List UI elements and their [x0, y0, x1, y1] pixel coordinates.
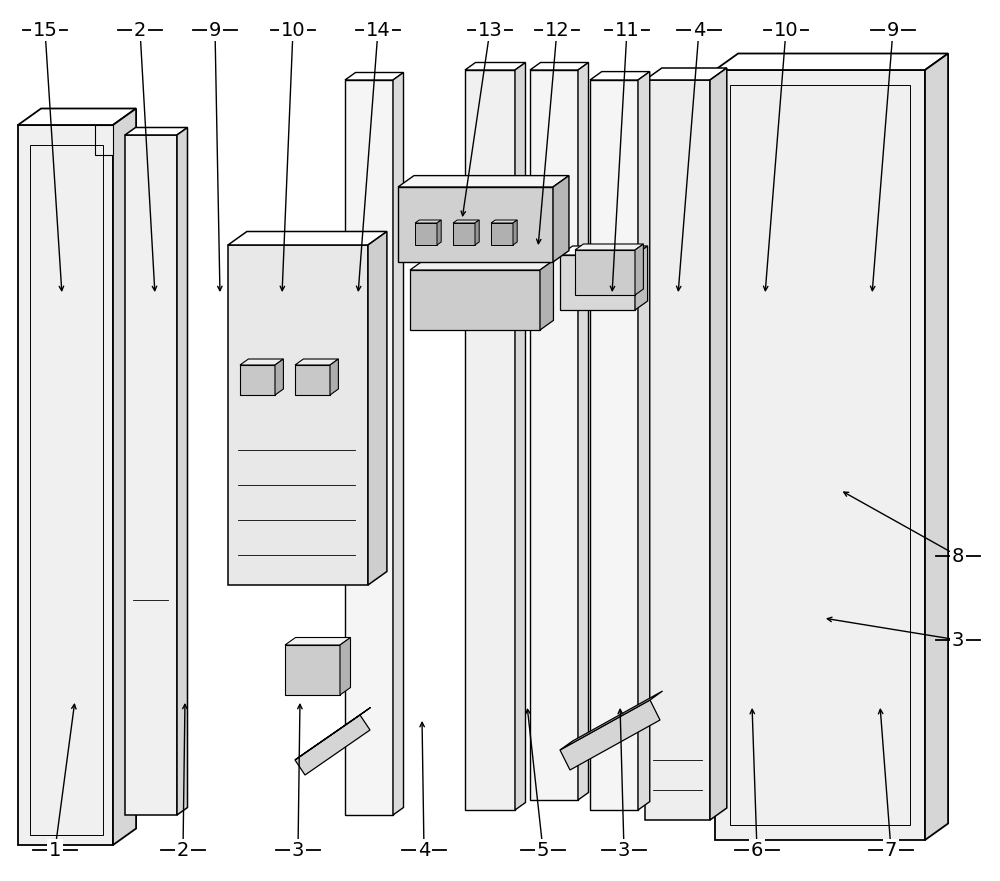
Polygon shape	[285, 645, 340, 695]
Polygon shape	[295, 365, 330, 395]
Polygon shape	[113, 108, 136, 845]
Polygon shape	[240, 359, 283, 365]
Text: 10: 10	[774, 20, 798, 40]
Polygon shape	[295, 359, 338, 365]
Text: 15: 15	[33, 20, 57, 40]
Polygon shape	[228, 245, 368, 585]
Polygon shape	[453, 220, 479, 223]
Text: 6: 6	[751, 840, 763, 860]
Polygon shape	[368, 232, 387, 585]
Polygon shape	[553, 175, 569, 262]
Polygon shape	[560, 246, 648, 255]
Polygon shape	[925, 54, 948, 840]
Polygon shape	[715, 70, 925, 840]
Polygon shape	[645, 80, 710, 820]
Polygon shape	[125, 135, 177, 815]
Polygon shape	[575, 244, 643, 250]
Polygon shape	[415, 223, 437, 245]
Polygon shape	[437, 220, 441, 245]
Polygon shape	[275, 359, 283, 395]
Polygon shape	[465, 63, 526, 70]
Polygon shape	[125, 128, 188, 135]
Text: 10: 10	[281, 20, 305, 40]
Text: 3: 3	[292, 840, 304, 860]
Polygon shape	[415, 220, 441, 223]
Polygon shape	[228, 232, 387, 245]
Text: 9: 9	[209, 20, 221, 40]
Text: 13: 13	[478, 20, 502, 40]
Polygon shape	[177, 128, 188, 815]
Text: 3: 3	[952, 631, 964, 649]
Text: 14: 14	[366, 20, 390, 40]
Text: 11: 11	[615, 20, 639, 40]
Polygon shape	[453, 223, 475, 245]
Polygon shape	[540, 261, 553, 330]
Polygon shape	[345, 80, 393, 815]
Polygon shape	[530, 63, 588, 70]
Polygon shape	[710, 68, 727, 820]
Polygon shape	[295, 715, 370, 775]
Polygon shape	[410, 270, 540, 330]
Text: 2: 2	[177, 840, 189, 860]
Polygon shape	[575, 250, 635, 295]
Text: 2: 2	[134, 20, 146, 40]
Polygon shape	[530, 70, 578, 800]
Text: 4: 4	[418, 840, 430, 860]
Polygon shape	[475, 220, 479, 245]
Polygon shape	[645, 68, 727, 80]
Text: 5: 5	[537, 840, 549, 860]
Text: 7: 7	[885, 840, 897, 860]
Text: 4: 4	[693, 20, 705, 40]
Polygon shape	[578, 63, 588, 800]
Text: 12: 12	[545, 20, 569, 40]
Polygon shape	[330, 359, 338, 395]
Text: 9: 9	[887, 20, 899, 40]
Text: 8: 8	[952, 546, 964, 566]
Polygon shape	[345, 72, 404, 80]
Polygon shape	[560, 255, 635, 310]
Polygon shape	[285, 638, 351, 645]
Polygon shape	[635, 246, 648, 310]
Polygon shape	[398, 175, 569, 187]
Polygon shape	[295, 707, 370, 760]
Polygon shape	[638, 71, 650, 810]
Polygon shape	[635, 244, 643, 295]
Polygon shape	[340, 638, 351, 695]
Text: 3: 3	[618, 840, 630, 860]
Polygon shape	[95, 125, 113, 155]
Polygon shape	[491, 223, 513, 245]
Polygon shape	[240, 365, 275, 395]
Polygon shape	[410, 261, 553, 270]
Polygon shape	[560, 691, 663, 750]
Polygon shape	[18, 108, 136, 125]
Text: 1: 1	[49, 840, 61, 860]
Polygon shape	[465, 70, 515, 810]
Polygon shape	[560, 700, 660, 770]
Polygon shape	[715, 54, 948, 70]
Polygon shape	[491, 220, 517, 223]
Polygon shape	[515, 63, 526, 810]
Polygon shape	[18, 125, 113, 845]
Polygon shape	[590, 80, 638, 810]
Polygon shape	[393, 72, 404, 815]
Polygon shape	[513, 220, 517, 245]
Polygon shape	[398, 187, 553, 262]
Polygon shape	[590, 71, 650, 80]
